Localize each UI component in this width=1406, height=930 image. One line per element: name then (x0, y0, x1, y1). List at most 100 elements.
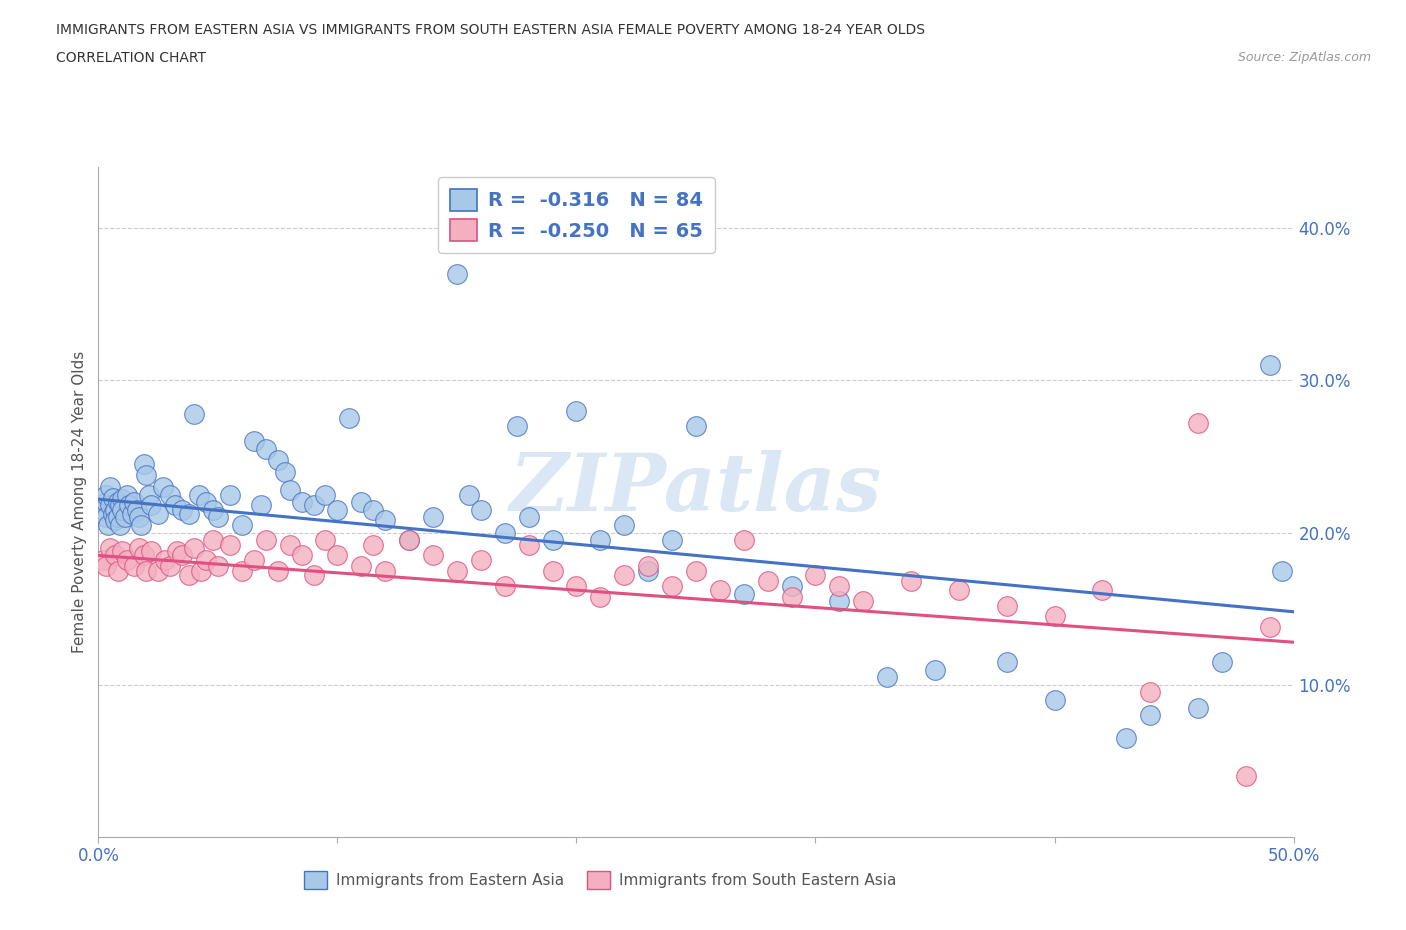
Point (637, 559, 659, 574)
Point (589, 589, 612, 604)
Point (1211, 655, 1233, 670)
Point (924, 662, 946, 677)
Point (254, 533, 277, 548)
Point (125, 502, 148, 517)
Point (135, 564, 157, 578)
Point (128, 510, 150, 525)
Point (115, 487, 138, 502)
Point (995, 598, 1018, 613)
Point (139, 543, 162, 558)
Point (1139, 685, 1161, 700)
Point (900, 574, 922, 589)
Point (709, 583, 731, 598)
Point (207, 559, 229, 574)
Point (274, 464, 297, 479)
Point (124, 495, 146, 510)
Point (315, 487, 337, 502)
Point (422, 510, 444, 525)
Point (159, 559, 181, 574)
Point (995, 655, 1018, 670)
Point (104, 513, 127, 528)
Point (101, 490, 124, 505)
Y-axis label: Female Poverty Among 18-24 Year Olds: Female Poverty Among 18-24 Year Olds (72, 352, 87, 654)
Point (124, 559, 146, 574)
Point (470, 502, 492, 517)
Point (98, 498, 122, 512)
Point (780, 589, 803, 604)
Point (131, 518, 153, 533)
Text: ZIPatlas: ZIPatlas (510, 450, 882, 527)
Point (267, 564, 290, 578)
Point (326, 502, 349, 517)
Point (94, 495, 117, 510)
Point (685, 418, 707, 433)
Point (948, 583, 970, 598)
Point (91, 502, 114, 517)
Point (363, 538, 385, 552)
Point (243, 434, 266, 449)
Point (589, 533, 612, 548)
Point (107, 564, 129, 578)
Point (517, 510, 540, 525)
Point (115, 552, 138, 567)
Point (278, 483, 301, 498)
Point (166, 543, 188, 558)
Point (219, 487, 242, 502)
Point (111, 543, 134, 558)
Point (179, 507, 201, 522)
Point (733, 533, 755, 548)
Point (128, 540, 150, 555)
Point (828, 593, 851, 608)
Point (111, 502, 134, 517)
Point (494, 525, 516, 540)
Point (152, 480, 174, 495)
Point (190, 564, 212, 578)
Point (98, 540, 122, 555)
Point (398, 533, 420, 548)
Point (350, 495, 373, 510)
Point (398, 533, 420, 548)
Point (107, 510, 129, 525)
Point (183, 406, 205, 421)
Point (194, 495, 217, 510)
Point (231, 564, 253, 578)
Point (506, 418, 529, 433)
Point (517, 538, 540, 552)
Point (114, 510, 136, 525)
Point (302, 568, 325, 583)
Point (101, 507, 124, 522)
Point (637, 564, 659, 578)
Point (374, 564, 396, 578)
Point (187, 487, 209, 502)
Point (302, 498, 325, 512)
Point (804, 568, 827, 583)
Point (1091, 583, 1114, 598)
Point (278, 538, 301, 552)
Point (243, 552, 266, 567)
Point (565, 578, 588, 593)
Point (733, 586, 755, 601)
Point (1115, 731, 1137, 746)
Point (1043, 693, 1066, 708)
Point (828, 578, 851, 593)
Text: CORRELATION CHART: CORRELATION CHART (56, 51, 207, 65)
Point (1234, 769, 1257, 784)
Point (661, 578, 683, 593)
Point (159, 487, 181, 502)
Point (94, 487, 117, 502)
Point (363, 502, 385, 517)
Point (138, 487, 160, 502)
Point (422, 548, 444, 563)
Point (194, 552, 217, 567)
Point (155, 552, 177, 567)
Point (1258, 358, 1281, 373)
Point (613, 568, 636, 583)
Point (148, 564, 170, 578)
Point (852, 593, 875, 608)
Point (135, 468, 157, 483)
Point (541, 533, 564, 548)
Point (470, 552, 492, 567)
Point (97, 518, 120, 533)
Point (118, 498, 141, 512)
Point (565, 404, 588, 418)
